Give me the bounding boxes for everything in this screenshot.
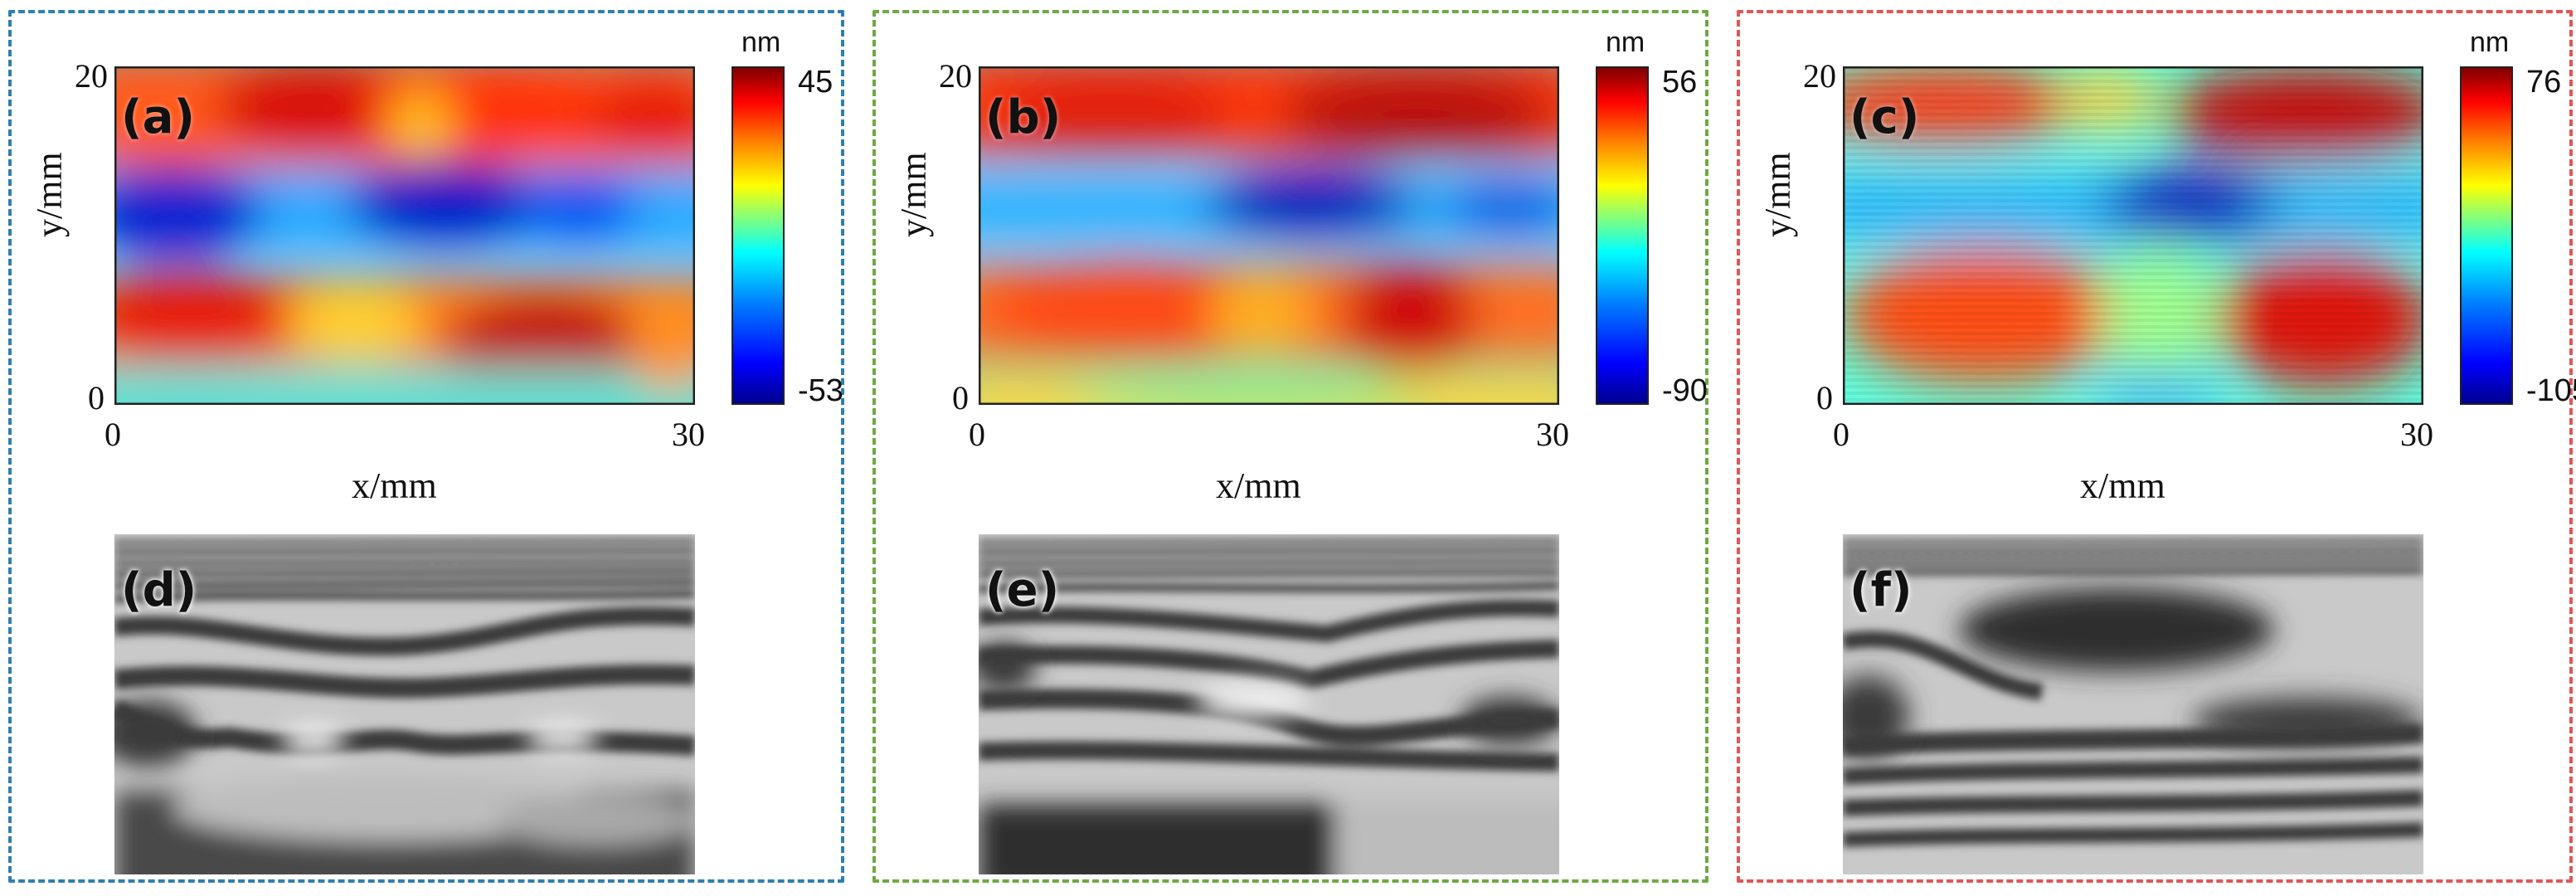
- colorbar-min: -105: [2526, 373, 2576, 408]
- panel-label-b: (b): [985, 90, 1062, 144]
- panel-group-3: (c) 20 0 y/mm 0 30 x/mm nm 76 -105: [1737, 10, 2576, 883]
- y-tick-max: 20: [1803, 57, 1836, 95]
- x-axis-title: x/mm: [1216, 465, 1301, 506]
- surface-heatmap-b: [979, 66, 1559, 405]
- y-tick-max: 20: [939, 57, 972, 95]
- y-tick-max: 20: [75, 57, 108, 95]
- colorbar: [731, 66, 785, 405]
- panel-label-c: (c): [1849, 90, 1920, 144]
- colorbar: [1596, 66, 1649, 405]
- interference-fringe-d: [114, 534, 695, 874]
- colorbar-max: 45: [798, 65, 834, 100]
- interference-fringe-f: [1843, 534, 2423, 874]
- x-axis-title: x/mm: [352, 465, 437, 506]
- colorbar-max: 76: [2526, 65, 2562, 100]
- y-tick-min: 0: [952, 379, 969, 416]
- x-tick-min: 0: [1833, 416, 1849, 453]
- y-tick-min: 0: [88, 379, 104, 416]
- panel-label-f: (f): [1849, 563, 1913, 617]
- x-axis-title: x/mm: [2080, 465, 2165, 506]
- colorbar: [2460, 66, 2513, 405]
- colorbar-unit: nm: [2470, 27, 2510, 58]
- panel-label-e: (e): [985, 563, 1060, 617]
- y-tick-min: 0: [1816, 379, 1833, 416]
- x-tick-max: 30: [672, 416, 705, 453]
- y-axis-title: y/mm: [1757, 152, 1798, 237]
- x-tick-max: 30: [1536, 416, 1569, 453]
- y-axis-title: y/mm: [29, 152, 70, 237]
- y-axis-title: y/mm: [893, 152, 934, 237]
- colorbar-unit: nm: [741, 27, 781, 58]
- colorbar-min: -90: [1662, 373, 1708, 408]
- x-tick-min: 0: [969, 416, 985, 453]
- panel-label-a: (a): [121, 90, 195, 144]
- surface-heatmap-c: [1843, 66, 2423, 405]
- panel-group-1: (a) 20 0 y/mm 0 30 x/mm nm 45 -53: [8, 10, 844, 883]
- colorbar-unit: nm: [1606, 27, 1645, 58]
- surface-heatmap-a: [114, 66, 695, 405]
- panel-group-2: (b) 20 0 y/mm 0 30 x/mm nm 56 -90: [872, 10, 1708, 883]
- colorbar-min: -53: [798, 373, 843, 408]
- x-tick-min: 0: [104, 416, 121, 453]
- interference-fringe-e: [979, 534, 1559, 874]
- panel-label-d: (d): [121, 563, 197, 617]
- colorbar-max: 56: [1662, 65, 1698, 100]
- x-tick-max: 30: [2400, 416, 2433, 453]
